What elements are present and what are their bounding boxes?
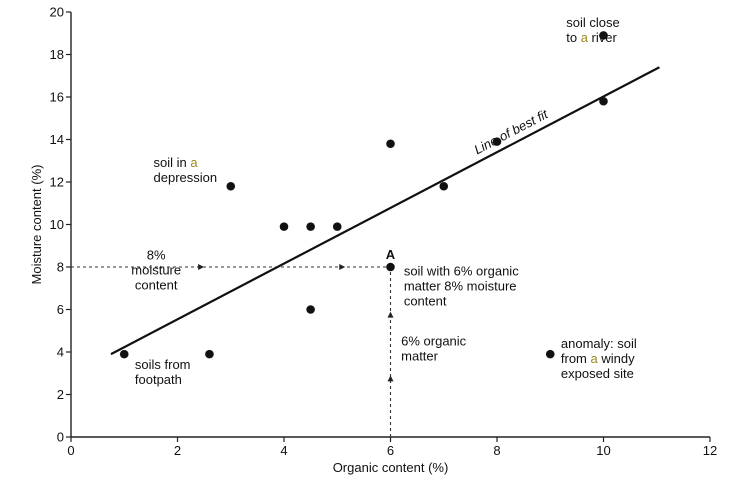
annotation-soil-6-organic: matter 8% moisture [404,279,517,294]
annotation-soils-footpath: soils from [135,357,191,372]
annotation-moisture-8: moisture [131,263,181,278]
data-point [119,349,129,359]
data-point [306,305,315,314]
y-tick-label: 0 [57,430,64,445]
annotation-soil-6-organic: content [404,294,447,309]
annotation-soils-footpath: footpath [135,372,182,387]
data-point [205,349,214,359]
y-tick-label: 2 [57,387,64,402]
y-tick-label: 16 [50,90,64,105]
annotation-soil-6-organic: soil with 6% organic [404,264,519,279]
annotation-soil-close-river: soil close [566,15,619,30]
data-point [386,139,395,149]
data-point [386,262,395,272]
data-point [545,349,555,359]
best-fit-group: Line of best fit [110,66,660,356]
annotation-anomaly: exposed site [561,366,634,381]
y-tick-label: 20 [50,5,64,20]
x-tick-label: 6 [387,443,394,458]
data-point [492,137,502,146]
x-tick-label: 8 [493,443,500,458]
data-point [439,181,449,191]
annotation-anomaly: anomaly: soil [561,336,637,351]
axes: 0 2 4 6 8 10 12 0 2 4 6 8 10 12 14 16 18 20 [50,5,718,459]
annotation-moisture-8: content [135,278,178,293]
y-tick-label: 14 [50,132,64,147]
y-tick-label: 10 [50,217,64,232]
y-tick-label: 4 [57,345,64,360]
annotation-organic-6: matter [401,349,439,364]
data-point [332,222,342,231]
y-tick-label: 6 [57,302,64,317]
data-point [599,96,608,106]
point-label-a: A [386,247,396,262]
line-of-best-fit [110,66,660,356]
x-tick-label: 2 [174,443,181,458]
guide-arrow [198,264,205,270]
guide-arrow [387,311,394,318]
annotation-soil-close-river: to a river [566,30,617,45]
y-axis-title: Moisture content (%) [29,165,44,285]
x-tick-label: 0 [67,443,74,458]
annotation-organic-6: 6% organic [401,334,467,349]
x-axis-title: Organic content (%) [333,460,449,475]
data-points [119,31,608,359]
annotation-moisture-8: 8% [147,248,166,263]
annotation-soil-depression: depression [154,170,218,185]
data-point [599,31,608,40]
guide-arrow [387,375,394,382]
x-tick-label: 10 [596,443,610,458]
annotation-soil-depression: soil in a [154,155,199,170]
annotation-anomaly: from a windy [561,351,635,366]
best-fit-label: Line of best fit [472,106,552,157]
x-tick-label: 12 [703,443,717,458]
y-tick-label: 8 [57,260,64,275]
guide-lines [71,264,394,437]
data-point [226,181,236,191]
y-tick-label: 12 [50,175,64,190]
y-tick-label: 18 [50,47,64,62]
data-point [279,222,289,231]
guide-arrow [339,264,346,270]
x-tick-label: 4 [280,443,287,458]
data-point [306,222,315,231]
